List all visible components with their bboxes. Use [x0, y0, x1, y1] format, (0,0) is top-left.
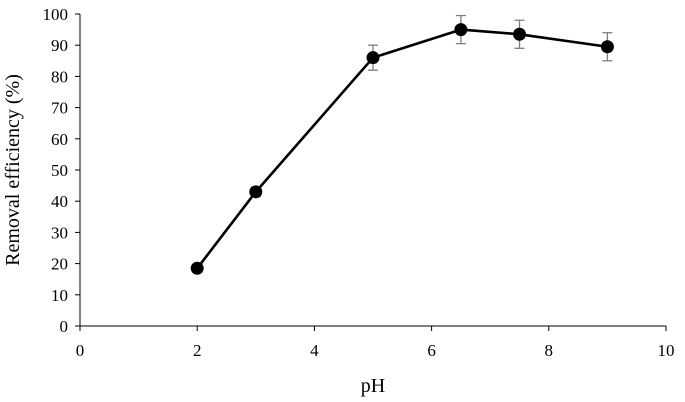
y-tick-label: 90 [51, 36, 68, 55]
x-tick-label: 0 [76, 341, 85, 360]
data-points [190, 23, 614, 275]
y-tick-label: 80 [51, 67, 68, 86]
x-axis-title: pH [361, 375, 385, 397]
y-axis-title: Removal efficiency (%) [2, 74, 24, 266]
x-tick-label: 10 [658, 341, 675, 360]
series-line [196, 28, 608, 270]
y-tick-label: 100 [43, 5, 69, 24]
x-tick-label: 4 [310, 341, 319, 360]
error-bars [192, 14, 613, 272]
data-point [600, 40, 614, 54]
data-point [366, 51, 380, 65]
y-tick-label: 10 [51, 286, 68, 305]
y-tick-label: 60 [51, 130, 68, 149]
data-point [513, 27, 526, 41]
data-point [454, 23, 468, 37]
y-tick-label: 20 [51, 255, 68, 274]
data-point [190, 261, 204, 275]
y-tick-label: 40 [51, 192, 68, 211]
data-point [249, 185, 263, 199]
x-tick-label: 2 [193, 341, 202, 360]
x-tick-label: 8 [545, 341, 554, 360]
y-tick-label: 0 [60, 317, 69, 336]
y-tick-label: 50 [51, 161, 68, 180]
y-tick-label: 30 [51, 223, 68, 242]
y-axis-ticks: 0 10 20 30 40 50 60 70 80 90 100 [43, 5, 80, 336]
y-tick-label: 70 [51, 99, 68, 118]
x-tick-label: 6 [427, 341, 436, 360]
x-axis-ticks: 0 2 4 6 8 10 [76, 326, 675, 360]
